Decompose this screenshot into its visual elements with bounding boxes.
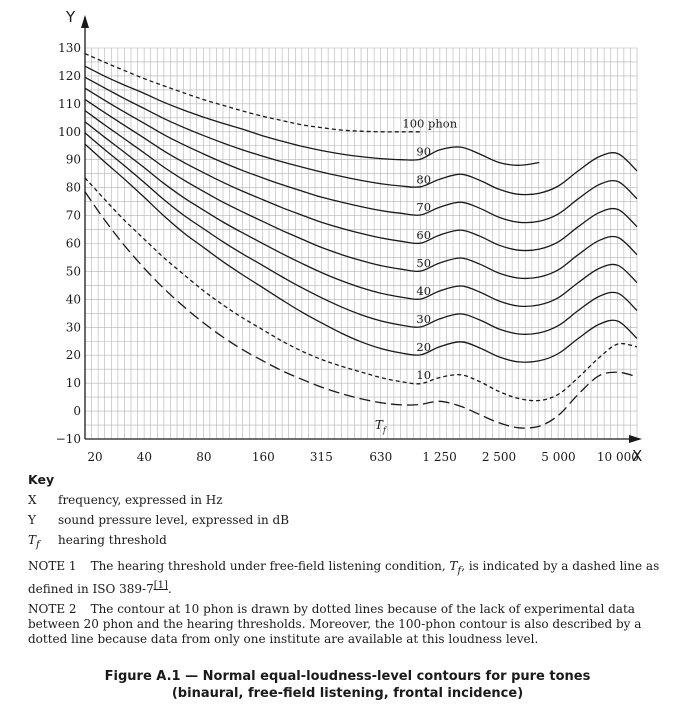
x-tick-label: 5 000 [541,450,575,464]
x-tick-label: 80 [196,450,211,464]
figure-caption: Figure A.1 — Normal equal-loudness-level… [104,669,591,701]
key-desc: hearing threshold [58,533,167,547]
x-tick-label: 10 000 [597,450,639,464]
loudness-curves [84,53,638,429]
threshold-label-subscript: f [382,426,388,435]
y-tick-label: 110 [58,97,81,111]
y-tick-label: 10 [66,376,81,390]
key: Key X frequency, expressed in Hz Y sound… [28,470,289,555]
y-tick-label: 40 [66,292,81,306]
chart-grid [85,47,638,439]
equal-loudness-chart: −10 0 10 20 30 40 50 60 70 80 90 100 110 120 130 20 40 8… [56,8,643,465]
y-tick-label: 60 [66,237,81,251]
x-tick-labels: 20 40 80 160 315 630 1 250 2 500 5 000 10 000 [87,450,639,464]
x-tick-label: 315 [310,450,333,464]
curve-30 [84,132,638,335]
x-tick-label: 2 500 [482,450,516,464]
key-desc: frequency, expressed in Hz [58,493,223,507]
y-tick-label: 120 [58,69,81,83]
key-title: Key [28,472,55,487]
curve-label: 30 [416,312,431,326]
curve-40 [84,121,638,308]
curve-label: 80 [416,172,431,186]
y-tick-label: 20 [66,348,81,362]
curve-10 [84,177,638,402]
threshold-label: T [375,418,384,432]
key-row-x: X frequency, expressed in Hz [28,490,289,510]
curve-label: 90 [416,144,431,158]
curve-90 [84,65,540,166]
key-row-tf: Tf hearing threshold [28,530,289,555]
y-tick-label: 0 [73,404,81,418]
y-tick-label: 130 [58,41,81,55]
y-tick-label: 50 [66,264,81,278]
curve-70 [84,87,638,224]
x-tick-label: 160 [252,450,275,464]
y-axis-arrow [81,15,89,28]
note-1: NOTE 1 The hearing threshold under free-f… [28,559,660,597]
x-tick-label: 630 [369,450,392,464]
key-row-y: Y sound pressure level, expressed in dB [28,510,289,530]
key-desc: sound pressure level, expressed in dB [58,513,290,527]
curve-label: 100 phon [402,116,457,130]
x-tick-label: 1 250 [422,450,456,464]
y-tick-label: 80 [66,181,81,195]
y-axis-letter: Y [65,8,76,26]
y-tick-labels: −10 0 10 20 30 40 50 60 70 80 90 100 110 120 130 [56,41,81,446]
key-symbol: X [28,493,37,507]
curve-label: 50 [416,256,431,270]
note-2: NOTE 2 The contour at 10 phon is drawn by… [28,602,642,646]
y-tick-label: −10 [56,432,81,446]
y-tick-label: 90 [66,153,81,167]
curve-50 [84,110,638,280]
x-axis-arrow [629,435,642,443]
x-axis-letter: X [632,447,642,465]
x-tick-label: 40 [137,450,152,464]
curve-label: 40 [416,284,431,298]
x-tick-label: 20 [87,450,102,464]
curve-60 [84,98,638,252]
note-label: NOTE 1 [28,559,77,573]
chart-axes [81,15,642,443]
curve-label: 70 [416,200,431,214]
curve-100-phon [84,53,421,133]
curve-labels: 100 phon 90 80 70 60 50 40 30 20 10 T f [375,116,458,435]
y-tick-label: 30 [66,320,81,334]
curve-label: 10 [416,368,431,382]
note-label: NOTE 2 [28,602,77,616]
curve-20 [84,143,638,363]
curve-label: 20 [416,340,431,354]
key-symbol: Y [28,513,36,527]
curve-tf [84,191,638,429]
y-tick-label: 100 [58,125,81,139]
key-symbol: Tf [28,533,40,551]
curve-80 [84,76,638,196]
y-tick-label: 70 [66,209,81,223]
curve-label: 60 [416,228,431,242]
reference-link[interactable]: [1] [153,580,168,592]
